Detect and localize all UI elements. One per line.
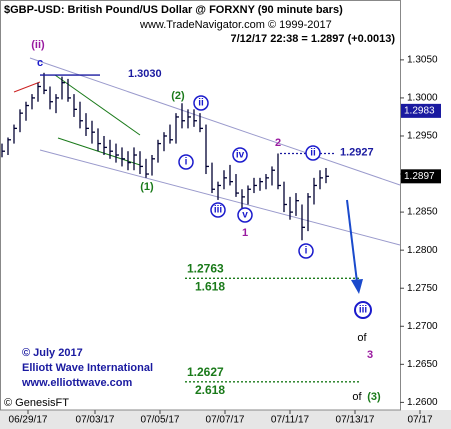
wave-label: (3) bbox=[367, 391, 381, 403]
wave-circle bbox=[237, 207, 253, 223]
wave-label: ii bbox=[198, 98, 204, 109]
trend-line bbox=[13, 81, 41, 93]
price-box bbox=[401, 103, 441, 118]
y-tick-label: 1.2850 bbox=[407, 207, 438, 218]
y-tick-label: 1.2650 bbox=[407, 359, 438, 370]
credit: www.elliottwave.com bbox=[21, 377, 132, 389]
wave-label: (2) bbox=[171, 90, 185, 102]
lower-channel bbox=[39, 149, 401, 246]
wave-label: c bbox=[37, 57, 43, 69]
plot-frame bbox=[0, 0, 401, 411]
level-label: 1.3030 bbox=[128, 68, 162, 80]
price-box-label: 1.2897 bbox=[404, 171, 435, 182]
chart-subtitle: www.TradeNavigator.com © 1999-2017 bbox=[139, 19, 332, 31]
wave-circle bbox=[210, 202, 226, 218]
y-tick-label: 1.2800 bbox=[407, 245, 438, 256]
source: © GenesisFT bbox=[4, 397, 69, 409]
wave-circle bbox=[232, 147, 248, 163]
wave-label: (1) bbox=[140, 181, 154, 193]
wave-label: ii bbox=[310, 148, 316, 159]
wave-circle bbox=[298, 243, 314, 259]
x-tick-label: 07/07/17 bbox=[206, 415, 245, 426]
levels: 1.3030 1.2927 1.2763 1.2627 1.618 2.618 1.2983… bbox=[40, 68, 441, 397]
chart-title: $GBP-USD: British Pound/US Dollar @ FORX… bbox=[4, 4, 343, 16]
wave-circle bbox=[178, 154, 194, 170]
axes: 1.2600 1.2650 1.2700 1.2750 1.2800 1.2850 1.29… bbox=[9, 55, 438, 426]
wave-label: iv bbox=[236, 150, 245, 161]
y-tick-label: 1.3000 bbox=[407, 93, 438, 104]
wave-label: (ii) bbox=[31, 39, 45, 51]
wave-label: i bbox=[185, 157, 188, 168]
x-tick-label: 07/05/17 bbox=[141, 415, 180, 426]
wedge-line bbox=[57, 137, 141, 166]
y-tick-label: 1.3050 bbox=[407, 55, 438, 66]
wave-label: of bbox=[352, 391, 362, 403]
price-box bbox=[401, 169, 441, 184]
price-box-label: 1.2983 bbox=[404, 106, 435, 117]
arrow bbox=[346, 199, 358, 283]
x-tick-label: 07/11/17 bbox=[271, 415, 310, 426]
wave-label: iii bbox=[359, 305, 368, 316]
y-tick-label: 1.2950 bbox=[407, 131, 438, 142]
wave-label: iii bbox=[214, 205, 223, 216]
wave-label: v bbox=[242, 210, 248, 221]
wave-label: 1 bbox=[242, 227, 248, 239]
wave-label: of bbox=[357, 332, 367, 344]
x-tick-label: 07/03/17 bbox=[76, 415, 115, 426]
wave-circle bbox=[354, 301, 372, 319]
wave-label: 3 bbox=[367, 349, 373, 361]
x-axis-band bbox=[0, 410, 451, 429]
y-tick-label: 1.2700 bbox=[407, 321, 438, 332]
wave-circle bbox=[193, 95, 209, 111]
y-tick-label: 1.2600 bbox=[407, 397, 438, 408]
level-label: 1.2763 bbox=[187, 261, 224, 275]
upper-channel bbox=[29, 57, 401, 186]
wave-circle bbox=[305, 145, 321, 161]
y-tick-label: 1.2750 bbox=[407, 283, 438, 294]
x-tick-label: 07/13/17 bbox=[336, 415, 375, 426]
ratio-label: 1.618 bbox=[195, 279, 225, 293]
level-label: 1.2927 bbox=[340, 146, 374, 158]
wave-label: 2 bbox=[275, 137, 281, 149]
ratio-label: 2.618 bbox=[195, 383, 225, 397]
arrow-head bbox=[351, 279, 363, 294]
wave-label: i bbox=[305, 246, 308, 257]
price-bars bbox=[1, 72, 329, 241]
quote: 7/12/17 22:38 = 1.2897 (+0.0013) bbox=[230, 33, 395, 45]
wedge-line bbox=[54, 74, 141, 136]
credit: Elliott Wave International bbox=[22, 362, 153, 374]
level-label: 1.2627 bbox=[187, 365, 224, 379]
x-tick-label: 06/29/17 bbox=[9, 415, 48, 426]
x-tick-label: 07/17 bbox=[407, 415, 432, 426]
credit: © July 2017 bbox=[22, 347, 83, 359]
